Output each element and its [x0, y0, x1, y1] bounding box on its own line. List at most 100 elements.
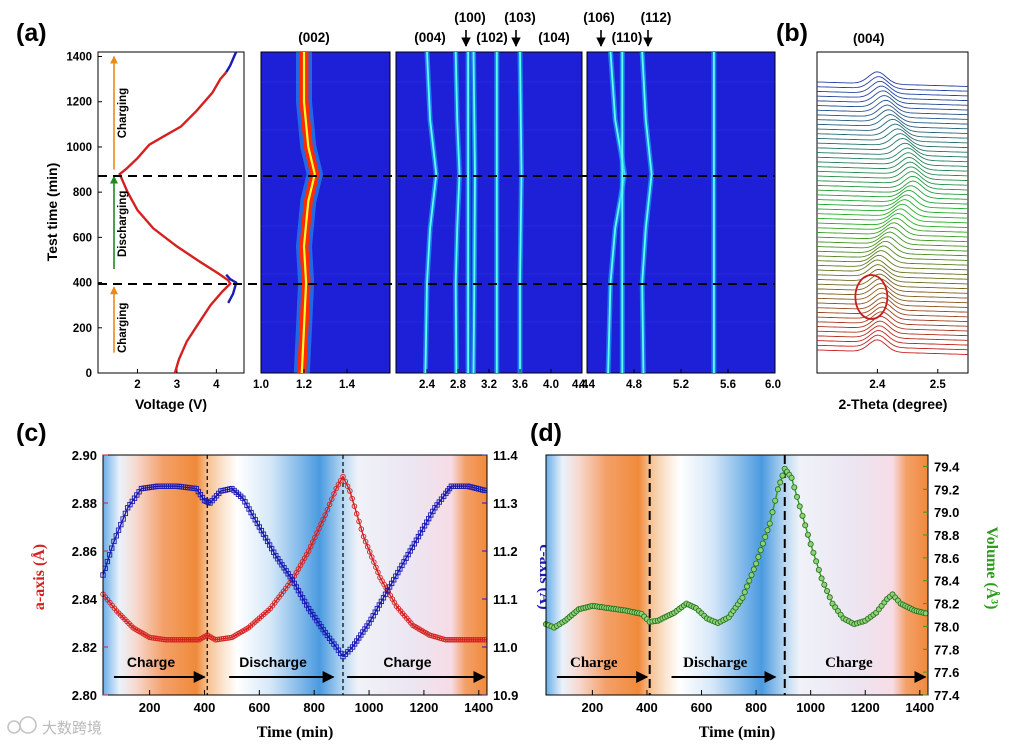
waterfall-curve: [816, 189, 968, 205]
peak-label: (002): [298, 30, 330, 45]
waterfall-curve: [816, 142, 968, 158]
d-x-tick-label: 600: [691, 700, 713, 715]
volume-y-tick-label: 78.4: [934, 574, 960, 589]
a-axis-point: [324, 506, 331, 513]
volume-point: [807, 541, 814, 548]
watermark-text: 大数跨境: [42, 719, 102, 737]
a-axis-point: [356, 518, 362, 525]
waterfall-curve: [816, 90, 969, 106]
peak-label: (103): [504, 10, 536, 25]
waterfall-curve: [816, 95, 969, 111]
heatmap-x-tick-label: 4.0: [543, 379, 559, 391]
volume-point: [739, 594, 746, 601]
waterfall-curve: [816, 339, 969, 355]
waterfall-curve: [816, 104, 969, 120]
waterfall-curve: [816, 166, 968, 181]
a-axis-point: [305, 548, 312, 554]
waterfall-curve: [817, 245, 969, 261]
voltage-curve-1: [225, 51, 238, 73]
c-y-tick-label: 11.0: [493, 640, 518, 655]
waterfall-curve: [816, 114, 969, 130]
waterfall-004-chart: 2.4 2.5 (004) 2-Theta (degree): [816, 31, 969, 412]
a-axis-point: [320, 516, 326, 523]
waterfall-curve: [816, 137, 969, 153]
a-axis-point: [316, 525, 322, 532]
heatmap-x-tick-label: 1.2: [296, 379, 312, 391]
a-axis-point: [373, 564, 379, 570]
a-axis-point: [331, 491, 337, 497]
volume-point: [764, 527, 771, 534]
plot-frame-c: [102, 454, 488, 696]
waterfall-x-tick-label: 2.5: [930, 379, 947, 391]
c-y-tick-label: 11.3: [493, 496, 518, 511]
waterfall-curve: [816, 123, 969, 139]
d-x-tick-label: 1400: [905, 700, 934, 715]
panel-label-b: (b): [776, 19, 808, 47]
waterfall-curve: [816, 330, 969, 346]
a-axis-point: [455, 637, 461, 643]
volume-point: [774, 486, 781, 493]
peak-label: (112): [641, 10, 672, 25]
time-y-tick-label: 1000: [66, 142, 92, 154]
phase-label: Charge: [383, 654, 431, 670]
volume-y-tick-label: 77.6: [934, 665, 959, 680]
voltage-x-title: Voltage (V): [135, 396, 207, 412]
peak-label: (110): [612, 30, 643, 45]
peak-label: (106): [583, 10, 615, 25]
a-axis-point: [163, 637, 169, 643]
volume-point: [813, 558, 820, 565]
c-x-tick-label: 1000: [355, 700, 384, 715]
waterfall-curve: [816, 175, 968, 191]
c-x-tick-label: 600: [248, 700, 270, 715]
volume-point: [766, 520, 773, 527]
heatmap-peak-line: [454, 51, 461, 374]
a-axis-point: [326, 501, 333, 508]
d-time-x-title: Time (min): [699, 724, 776, 741]
a-axis-point: [353, 511, 360, 517]
waterfall-curve: [816, 194, 968, 210]
waterfall-curve: [816, 311, 969, 327]
heatmap-x-tick-label: 1.4: [339, 379, 356, 391]
volume-point: [824, 588, 831, 595]
a-axis-point: [362, 538, 369, 545]
a-axis-point: [349, 495, 355, 502]
waterfall-curve: [816, 147, 968, 163]
volume-point: [799, 512, 806, 519]
waterfall-curve: [817, 240, 969, 257]
a-axis-point: [175, 637, 182, 643]
heatmap-background: [260, 51, 391, 374]
a-axis-point: [329, 496, 335, 502]
waterfall-title: (004): [853, 31, 885, 46]
c-axis-point: [122, 510, 129, 517]
waterfall-curve: [816, 109, 969, 125]
time-y-tick-label: 1400: [66, 52, 92, 64]
volume-y-tick-label: 78.0: [934, 619, 959, 634]
heatmap-x-tick-label: 6.0: [765, 379, 781, 391]
volume-point: [802, 522, 809, 529]
a-axis-point: [351, 503, 358, 509]
heatmap-x-tick-label: 4.4: [572, 379, 589, 391]
a-axis-point: [314, 530, 320, 536]
heatmap-peak-line: [519, 51, 523, 373]
a-axis-point: [340, 473, 346, 480]
panel-label-d: (d): [530, 419, 562, 447]
heatmap-mid-panel: 2.4 2.8 3.2 3.6 4.0 4.4 (004) (100) (102) (103)(1…: [395, 10, 589, 391]
a-axis-point: [177, 637, 184, 643]
waterfall-curve: [816, 306, 969, 323]
waterfall-curve: [816, 80, 969, 97]
waterfall-curve: [816, 278, 969, 294]
phase-annotation: Charging: [117, 88, 129, 138]
heatmap-x-tick-label: 1.0: [253, 379, 269, 391]
c-x-tick-label: 400: [194, 700, 216, 715]
volume-y-tick-label: 77.4: [934, 688, 960, 703]
waterfall-curve: [816, 171, 968, 186]
volume-point: [750, 566, 757, 573]
waterfall-curve: [816, 85, 969, 102]
heatmap-peak-line: [641, 51, 653, 374]
heatmap-x-tick-label: 4.8: [626, 379, 643, 391]
a-axis-point: [360, 533, 367, 540]
voltage-profile-chart: 2 3 4 0 200 400 600 800 1000 1200 1400 Charging Disc…: [44, 51, 245, 412]
watermark-logo: 大数跨境: [7, 716, 102, 737]
time-y-tick-label: 0: [86, 368, 92, 380]
lattice-parameter-chart: a-axis (Å) c-axis (Å) Time (min) 200 400 6…: [30, 448, 554, 741]
